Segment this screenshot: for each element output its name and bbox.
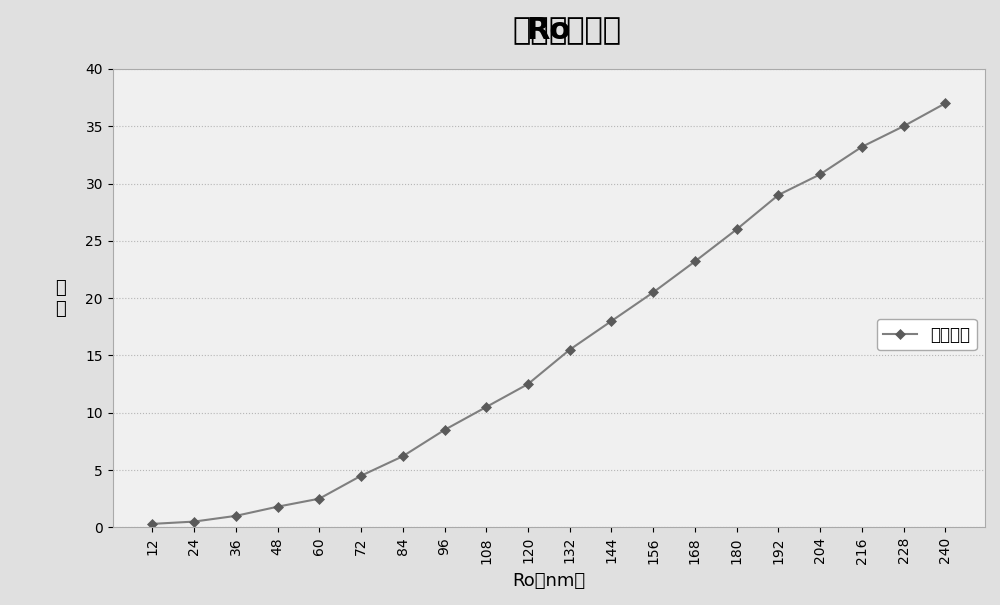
正视亮度 (814, 171, 826, 178)
正视亮度 (939, 100, 951, 107)
正视亮度 (731, 226, 743, 233)
Text: Ro: Ro (527, 16, 571, 45)
Text: 正视亮度: 正视亮度 (549, 16, 622, 45)
正视亮度 (146, 520, 158, 528)
正视亮度 (355, 472, 367, 479)
正视亮度 (689, 258, 701, 265)
Text: 不同: 不同 (512, 16, 549, 45)
正视亮度 (439, 427, 451, 434)
正视亮度 (188, 518, 200, 525)
正视亮度 (480, 404, 492, 411)
正视亮度 (647, 289, 659, 296)
正视亮度 (230, 512, 242, 520)
正视亮度 (522, 381, 534, 388)
Line: 正视亮度: 正视亮度 (149, 99, 949, 528)
正视亮度 (898, 123, 910, 130)
正视亮度 (856, 143, 868, 151)
X-axis label: Ro（nm）: Ro（nm） (512, 572, 585, 590)
正视亮度 (605, 318, 617, 325)
正视亮度 (272, 503, 284, 511)
正视亮度 (772, 191, 784, 198)
正视亮度 (564, 346, 576, 353)
Y-axis label: 亮
度: 亮 度 (55, 279, 66, 318)
正视亮度 (397, 453, 409, 460)
Legend: 正视亮度: 正视亮度 (877, 319, 977, 350)
正视亮度 (313, 495, 325, 502)
